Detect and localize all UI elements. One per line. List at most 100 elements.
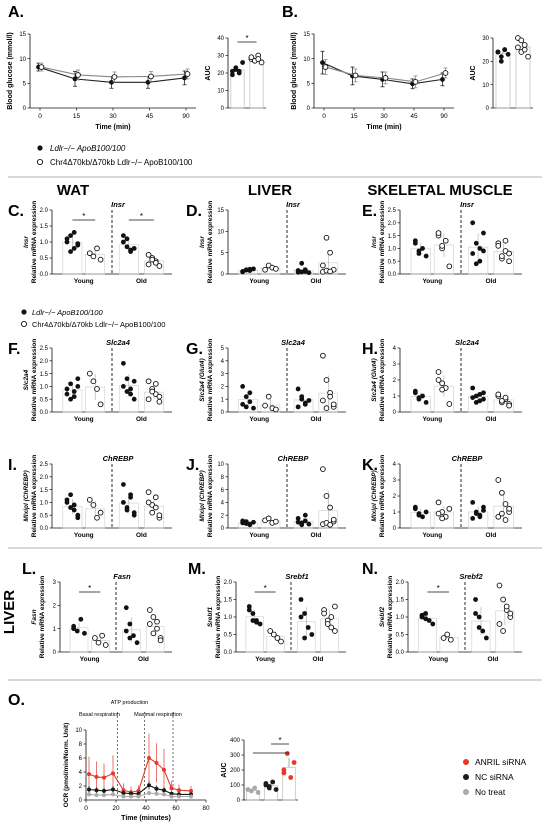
legend-o-nc-marker [463, 774, 469, 780]
panel-e-point [477, 258, 483, 264]
panel-m-point [324, 621, 331, 627]
panel-o-auc-point [284, 751, 290, 756]
panel-k-gene-label: Mlxipl (ChREBP) [371, 470, 378, 521]
panel-o-series-2-point [189, 794, 193, 799]
panel-f-point [94, 386, 100, 392]
panel-o-y-tick-label: 6 [79, 756, 83, 762]
panel-j-y-tick-label: 0 [221, 526, 225, 532]
panel-n-gene-label: Srebf2 [379, 607, 386, 628]
panel-h-point [420, 393, 425, 399]
panel-f-point [71, 389, 77, 394]
panel-j-point [299, 522, 305, 528]
panel-n-point [500, 596, 506, 603]
panel-j-old-label: Old [310, 532, 321, 539]
panel-b-series-1-point [382, 75, 389, 81]
panel-c-point [145, 261, 152, 268]
panel-n-point [496, 621, 503, 627]
panel-n-point [423, 611, 428, 616]
panel-i-young-label: Young [74, 532, 94, 539]
panel-k-y-tick-label: 1 [393, 510, 397, 516]
panel-k-y-label: Relative mRNA expression [379, 455, 386, 538]
panel-d-point [302, 267, 308, 273]
legend-o-anril: ANRIL siRNA [475, 757, 526, 767]
panel-l-point [123, 628, 129, 634]
panel-g-point [240, 384, 246, 389]
panel-o-series-0-point [162, 767, 166, 772]
panel-g-y-tick-label: 5 [221, 346, 225, 352]
panel-a-y-tick-label: 5 [23, 82, 27, 88]
panel-d-point [243, 267, 249, 273]
panel-j-point [323, 493, 330, 499]
panel-d-y-tick-label: 5 [221, 251, 225, 257]
panel-k-point [481, 508, 486, 513]
panel-o-auc-point [266, 784, 272, 789]
panel-g-old-label: Old [310, 416, 321, 423]
panel-j-point [247, 522, 253, 528]
panel-m-point [267, 628, 274, 634]
panel-c-point [86, 250, 93, 257]
panel-n-point [447, 636, 454, 643]
panel-o-auc-point [273, 787, 279, 792]
panel-i-point [68, 492, 73, 498]
panel-d-point [273, 266, 279, 272]
section-skm-label: SKELETAL MUSCLE [367, 182, 512, 199]
panel-k-y-tick-label: 0 [393, 526, 397, 532]
panel-e-point [446, 263, 453, 270]
panel-o-x-tick-label: 80 [202, 805, 210, 812]
panel-b-x-tick-label: 15 [350, 113, 358, 120]
panel-i-gene-label: Mlxipl (ChREBP) [23, 470, 30, 521]
panel-a-series-1-point [148, 73, 154, 80]
panel-o-phase-basal: Basal respiration [79, 712, 120, 718]
panel-f-title: Slc2a4 [106, 338, 131, 347]
panel-m-y-tick-label: 1.5 [224, 598, 233, 604]
panel-e-y-tick-label: 2.0 [388, 221, 397, 227]
panel-c-point [75, 241, 81, 247]
panel-b-auc-y-tick-label: 10 [482, 83, 489, 89]
panel-e-point [495, 242, 502, 249]
panel-o-auc-y-label: AUC [221, 762, 228, 777]
legend-ab-open-marker [36, 158, 44, 166]
panel-a-auc-point [258, 59, 265, 66]
panel-d-old-label: Old [310, 278, 321, 285]
panel-n-letter: N. [362, 561, 378, 578]
panel-l-point [127, 635, 133, 641]
panel-l-young-label: Young [80, 656, 100, 663]
panel-f-y-tick-label: 0.0 [40, 410, 49, 416]
panel-o-auc-point [263, 781, 269, 786]
panel-j-point [273, 518, 279, 525]
panel-h-point [470, 395, 476, 400]
panel-j-y-tick-label: 10 [217, 462, 224, 468]
panel-c-point [68, 233, 73, 239]
panel-o: 0 2 4 6 8 10 0 20 40 60 80 Time (minutes) OCR (pmol/… [8, 692, 210, 822]
panel-k-point [495, 477, 502, 483]
panel-g-point [323, 405, 330, 412]
panel-e-point [470, 220, 476, 226]
panel-d-point [295, 268, 301, 273]
panel-o-auc-point [291, 760, 297, 765]
panel-g-point [243, 404, 249, 410]
panel-e-point [439, 242, 445, 249]
panel-i: 0.0 0.5 1.0 1.5 2.0 2.5 ChREBP Mlxipl (ChREBP) R… [8, 454, 172, 539]
panel-k-point [439, 515, 445, 522]
panel-e-y-label: Relative mRNA expression [379, 201, 386, 284]
panel-n-point [476, 614, 482, 620]
panel-o-auc-point [288, 775, 294, 780]
panel-f-point [64, 391, 70, 397]
panel-b-y-tick-label: 15 [303, 32, 310, 38]
panel-i-point [90, 502, 97, 508]
panel-g-y-tick-label: 0 [221, 410, 225, 416]
panel-b-series-1-point [322, 64, 329, 70]
panel-l-y-label: Relative mRNA expression [39, 576, 46, 659]
panel-e-old-label: Old [485, 278, 496, 285]
panel-b-y-tick-label: 5 [307, 82, 311, 88]
panel-f-point [152, 380, 159, 387]
panel-o-auc-y-tick-label: 0 [237, 798, 241, 804]
panel-o-series-1-point [111, 787, 115, 792]
panel-f-old-label: Old [136, 416, 147, 423]
panel-f-point [131, 396, 137, 402]
panel-b-series-0-point [320, 60, 325, 66]
panel-c-point [121, 239, 126, 245]
panel-h-y-tick-label: 0 [393, 410, 397, 416]
